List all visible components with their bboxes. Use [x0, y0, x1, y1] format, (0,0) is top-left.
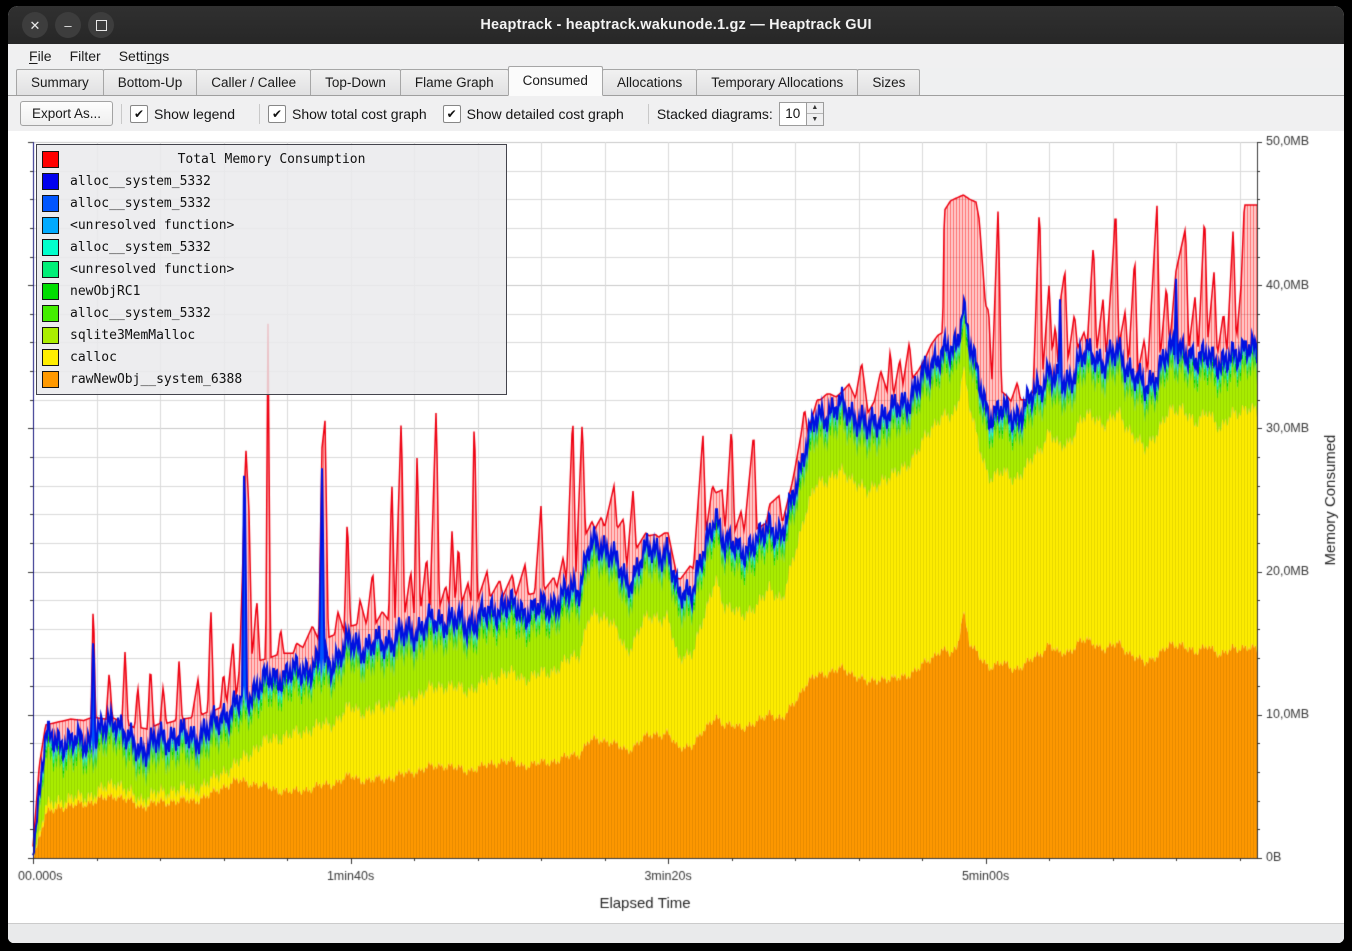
show-legend-checkbox[interactable]: ✔ Show legend — [130, 104, 235, 123]
show-detailed-cost-label: Show detailed cost graph — [466, 105, 624, 122]
legend-row: Total Memory Consumption — [37, 148, 506, 170]
legend-item-label: calloc — [70, 349, 117, 365]
toolbar-separator — [647, 103, 649, 124]
legend-row: sqlite3MemMalloc — [37, 324, 506, 346]
window-controls: ✕ – — [22, 12, 114, 38]
tab-flame-graph[interactable]: Flame Graph — [399, 69, 509, 95]
legend-swatch-icon — [42, 282, 59, 300]
legend-swatch-icon — [42, 216, 59, 234]
tab-consumed[interactable]: Consumed — [507, 66, 603, 96]
legend-row: alloc__system_5332 — [37, 170, 506, 192]
tab-bottom-up[interactable]: Bottom-Up — [102, 69, 198, 95]
legend-swatch-icon — [42, 326, 59, 344]
legend-item-label: alloc__system_5332 — [70, 173, 211, 189]
spinner-up-icon[interactable]: ▲ — [806, 102, 823, 114]
legend-item-label: newObjRC1 — [70, 283, 141, 299]
spinner-buttons: ▲ ▼ — [805, 101, 824, 126]
tab-summary[interactable]: Summary — [16, 69, 104, 95]
tab-sizes[interactable]: Sizes — [857, 69, 921, 95]
panel-bottom-strip — [8, 923, 1344, 943]
minimize-button[interactable]: – — [55, 12, 81, 38]
consumed-chart-panel: Total Memory Consumption alloc__system_53… — [8, 131, 1344, 943]
legend-swatch-icon — [42, 348, 59, 366]
tabbar: Summary Bottom-Up Caller / Callee Top-Do… — [8, 66, 1344, 96]
legend-row: rawNewObj__system_6388 — [37, 368, 506, 390]
menu-filter[interactable]: Filter — [69, 48, 101, 64]
legend-swatch-icon — [42, 172, 59, 190]
legend-item-label: alloc__system_5332 — [70, 195, 211, 211]
checkbox-check-icon: ✔ — [442, 104, 461, 123]
menubar: File Filter Settings — [8, 44, 1344, 68]
tab-caller-callee[interactable]: Caller / Callee — [196, 69, 312, 95]
show-legend-label: Show legend — [154, 105, 235, 122]
legend-swatch-icon — [42, 150, 59, 168]
legend-row: newObjRC1 — [37, 280, 506, 302]
show-detailed-cost-checkbox[interactable]: ✔ Show detailed cost graph — [442, 104, 624, 123]
legend-item-label: <unresolved function> — [70, 261, 235, 277]
legend-row: alloc__system_5332 — [37, 236, 506, 258]
toolbar: Export As... ✔ Show legend ✔ Show total … — [8, 96, 1344, 131]
legend-row: <unresolved function> — [37, 214, 506, 236]
checkbox-check-icon: ✔ — [267, 104, 286, 123]
legend-row: calloc — [37, 346, 506, 368]
checkbox-check-icon: ✔ — [130, 104, 149, 123]
legend-row: <unresolved function> — [37, 258, 506, 280]
export-as-button[interactable]: Export As... — [20, 101, 114, 126]
menu-settings[interactable]: Settings — [118, 48, 170, 64]
toolbar-separator — [121, 103, 123, 124]
show-total-cost-label: Show total cost graph — [291, 105, 427, 122]
titlebar: ✕ – Heaptrack - heaptrack.wakunode.1.gz … — [8, 6, 1344, 44]
legend-row: alloc__system_5332 — [37, 192, 506, 214]
legend-item-label: rawNewObj__system_6388 — [70, 371, 243, 387]
legend-item-label: alloc__system_5332 — [70, 239, 211, 255]
stacked-diagrams-value[interactable]: 10 — [778, 101, 806, 126]
legend-swatch-icon — [42, 370, 59, 388]
app-window: ✕ – Heaptrack - heaptrack.wakunode.1.gz … — [8, 6, 1344, 943]
spinner-down-icon[interactable]: ▼ — [806, 114, 823, 125]
maximize-icon — [95, 19, 107, 31]
legend-swatch-icon — [42, 238, 59, 256]
stacked-diagrams-label: Stacked diagrams: — [656, 105, 773, 122]
legend-item-label: sqlite3MemMalloc — [70, 327, 196, 343]
chart-legend: Total Memory Consumption alloc__system_53… — [36, 144, 507, 395]
legend-row: alloc__system_5332 — [37, 302, 506, 324]
maximize-button[interactable] — [88, 12, 114, 38]
show-total-cost-checkbox[interactable]: ✔ Show total cost graph — [267, 104, 427, 123]
legend-item-label: <unresolved function> — [70, 217, 235, 233]
stacked-diagrams-spinner[interactable]: 10 ▲ ▼ — [778, 101, 824, 126]
tab-allocations[interactable]: Allocations — [601, 69, 698, 95]
legend-item-label: alloc__system_5332 — [70, 305, 211, 321]
menu-file[interactable]: File — [29, 48, 52, 64]
legend-swatch-icon — [42, 304, 59, 322]
legend-swatch-icon — [42, 260, 59, 278]
tab-top-down[interactable]: Top-Down — [310, 69, 401, 95]
toolbar-separator — [258, 103, 260, 124]
legend-swatch-icon — [42, 194, 59, 212]
tab-temporary-allocations[interactable]: Temporary Allocations — [696, 69, 859, 95]
close-button[interactable]: ✕ — [22, 12, 48, 38]
legend-title: Total Memory Consumption — [177, 151, 366, 167]
window-title: Heaptrack - heaptrack.wakunode.1.gz — He… — [480, 17, 872, 33]
